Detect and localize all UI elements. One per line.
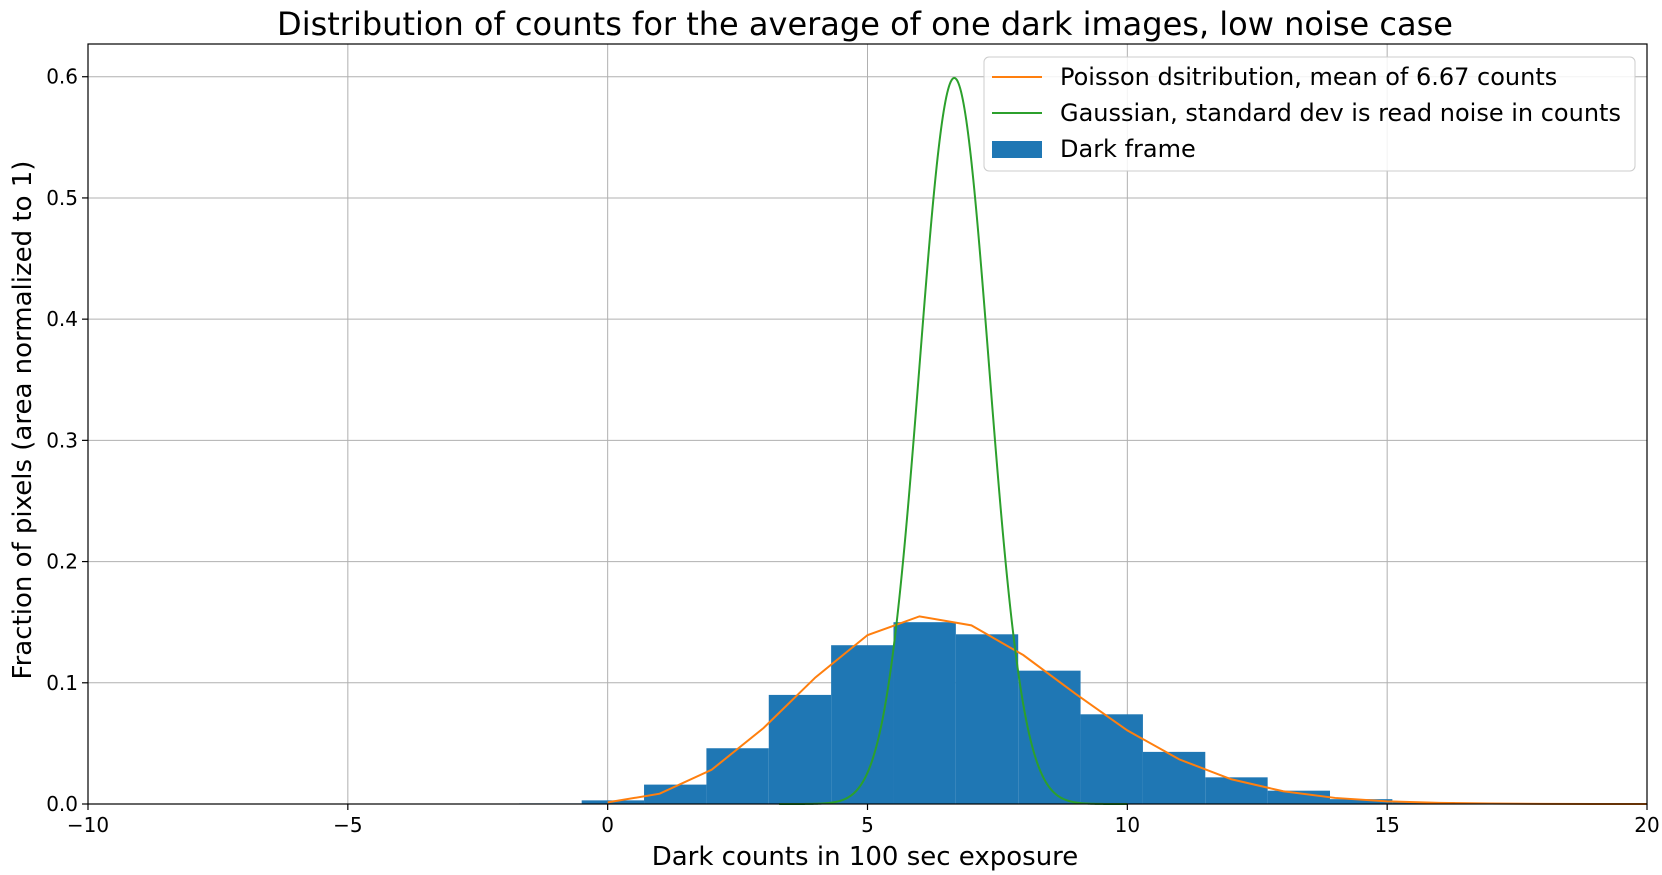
legend-label-dark-frame: Dark frame [1060, 135, 1196, 163]
y-tick-label: 0.4 [46, 307, 78, 331]
x-tick-label: 20 [1634, 813, 1659, 837]
series-lines [607, 76, 1647, 805]
histogram-bar [955, 634, 1019, 804]
x-tick-label: −10 [67, 813, 109, 837]
x-tick-label: 15 [1374, 813, 1399, 837]
histogram-bar [1267, 790, 1331, 804]
y-tick-label: 0.3 [46, 428, 78, 452]
y-tick-label: 0.5 [46, 186, 78, 210]
histogram-bar [893, 622, 956, 804]
histogram-bar [644, 784, 707, 804]
histogram-bar [1142, 751, 1206, 804]
x-axis-label: Dark counts in 100 sec exposure [652, 842, 1079, 872]
x-axis-ticks: −10 −5 0 5 10 15 20 [67, 804, 1660, 837]
histogram-bars [519, 622, 1518, 804]
legend-swatch-dark-frame [992, 141, 1042, 158]
x-tick-label: 0 [601, 813, 614, 837]
y-axis-label: Fraction of pixels (area normalized to 1… [8, 161, 38, 680]
y-tick-label: 0.2 [46, 550, 78, 574]
y-tick-label: 0.0 [46, 792, 78, 816]
histogram-bar [1080, 714, 1143, 804]
histogram-bar [768, 694, 832, 804]
chart-title: Distribution of counts for the average o… [277, 5, 1453, 43]
histogram-bar [1205, 777, 1268, 804]
x-tick-label: 5 [861, 813, 874, 837]
histogram-bar [1018, 670, 1081, 804]
y-axis-ticks: 0.0 0.1 0.2 0.3 0.4 0.5 0.6 [46, 65, 88, 816]
x-tick-label: 10 [1115, 813, 1140, 837]
histogram-bar [1330, 799, 1393, 804]
legend-label-gaussian: Gaussian, standard dev is read noise in … [1060, 99, 1621, 127]
gaussian-line [779, 76, 1128, 805]
y-tick-label: 0.6 [46, 65, 78, 89]
histogram-bar [831, 645, 894, 804]
y-tick-label: 0.1 [46, 671, 78, 695]
legend-label-poisson: Poisson dsitribution, mean of 6.67 count… [1060, 63, 1557, 91]
legend-box [983, 56, 1636, 172]
histogram-bar [706, 748, 769, 804]
legend: Poisson dsitribution, mean of 6.67 count… [983, 56, 1636, 172]
x-tick-label: −5 [333, 813, 362, 837]
poisson-line [607, 615, 1647, 805]
